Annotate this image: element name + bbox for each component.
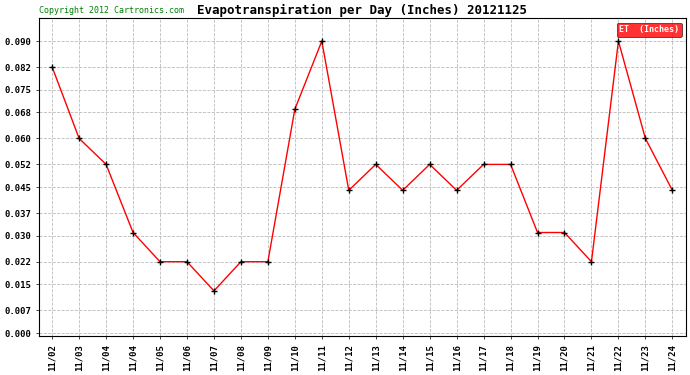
Title: Evapotranspiration per Day (Inches) 20121125: Evapotranspiration per Day (Inches) 2012… xyxy=(197,4,527,17)
Legend: ET  (Inches): ET (Inches) xyxy=(617,22,682,37)
Text: Copyright 2012 Cartronics.com: Copyright 2012 Cartronics.com xyxy=(39,6,184,15)
